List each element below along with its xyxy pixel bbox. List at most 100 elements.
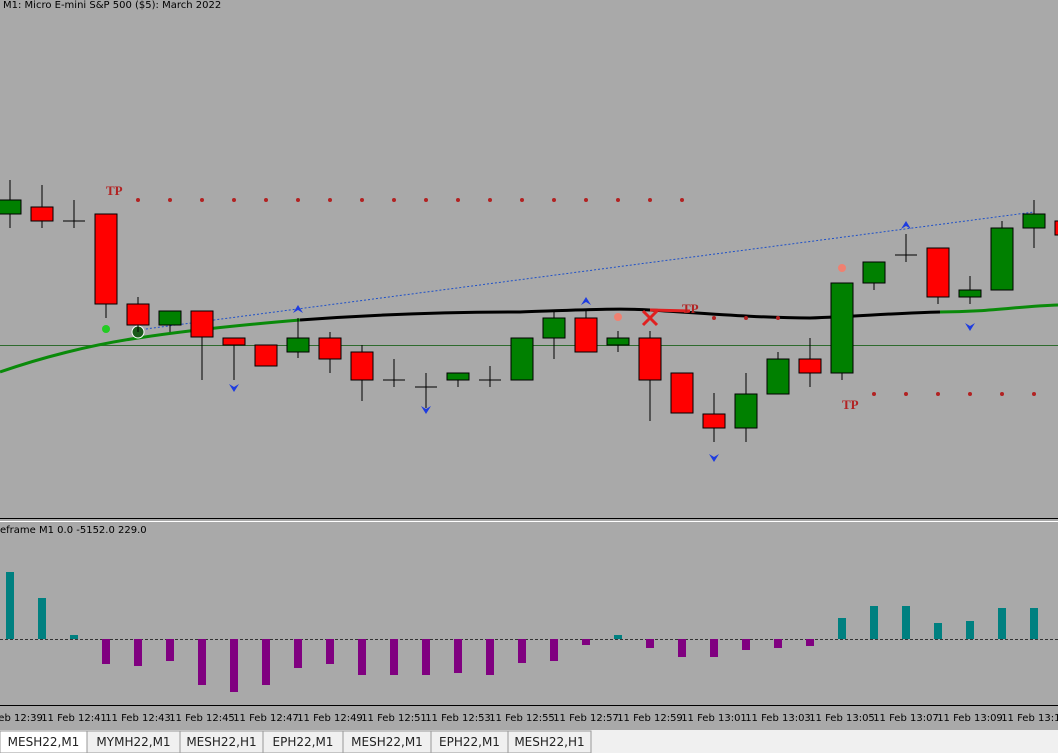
tp-dots bbox=[136, 198, 1036, 396]
x-tick-label: 11 Feb 13:03 bbox=[745, 713, 811, 724]
histogram-bar bbox=[838, 618, 846, 639]
tp-label: TP bbox=[842, 397, 859, 412]
tab-label[interactable]: EPH22,M1 bbox=[273, 735, 334, 749]
x-tick-label: 11 Feb 12:53 bbox=[425, 713, 491, 724]
candle-body bbox=[510, 337, 534, 381]
x-tick-label: 11 Feb 12:51 bbox=[361, 713, 427, 724]
candle-body bbox=[0, 199, 22, 215]
histogram-bar bbox=[902, 606, 910, 639]
tab-label[interactable]: MESH22,H1 bbox=[186, 735, 256, 749]
tab-label[interactable]: EPH22,M1 bbox=[439, 735, 500, 749]
histogram-bar bbox=[582, 639, 590, 645]
tab-label[interactable]: MYMH22,M1 bbox=[96, 735, 170, 749]
candle-body bbox=[734, 393, 758, 429]
x-tick-label: 11 Feb 12:55 bbox=[489, 713, 555, 724]
histogram-bar bbox=[710, 639, 718, 657]
tab-label[interactable]: MESH22,M1 bbox=[8, 735, 80, 749]
candle-body bbox=[606, 337, 630, 346]
histogram-bar bbox=[742, 639, 750, 650]
tab-label[interactable]: MESH22,H1 bbox=[514, 735, 584, 749]
candle-body bbox=[222, 337, 246, 346]
candle-body bbox=[798, 358, 822, 374]
chart-title: M1: Micro E-mini S&P 500 ($5): March 202… bbox=[3, 0, 221, 11]
candle-body bbox=[94, 213, 118, 305]
histogram-bar bbox=[614, 635, 622, 639]
x-tick-label: 11 Feb 13:05 bbox=[809, 713, 875, 724]
histogram-bar bbox=[806, 639, 814, 646]
histogram-bar bbox=[774, 639, 782, 648]
histogram-bar bbox=[230, 639, 238, 692]
candle-body bbox=[766, 358, 790, 395]
x-tick-label: 11 Feb 12:57 bbox=[553, 713, 619, 724]
histogram-bar bbox=[70, 635, 78, 639]
tab-label[interactable]: MESH22,M1 bbox=[351, 735, 423, 749]
histogram-bar bbox=[486, 639, 494, 675]
tabs: MESH22,M1 MYMH22,M1 MESH22,H1 EPH22,M1 MESH2… bbox=[0, 730, 592, 753]
x-tick-label: 11 Feb 12:47 bbox=[233, 713, 299, 724]
tp-label: TP bbox=[106, 183, 123, 198]
candle-body bbox=[286, 337, 310, 353]
tp-label: TP bbox=[682, 301, 699, 316]
moving-average bbox=[939, 303, 1058, 314]
histogram-bar bbox=[646, 639, 654, 648]
x-tick-label: 11 Feb 13:11 bbox=[1001, 713, 1058, 724]
trend-line bbox=[137, 211, 1035, 331]
histogram-bar bbox=[678, 639, 686, 657]
signal-dot bbox=[614, 313, 622, 321]
x-tick-label: 11 Feb 12:59 bbox=[617, 713, 683, 724]
histogram-bar bbox=[198, 639, 206, 685]
histogram-bar bbox=[358, 639, 366, 675]
x-tick-label: 11 Feb 12:49 bbox=[297, 713, 363, 724]
signal-dot bbox=[102, 325, 110, 333]
x-tick-label: 11 Feb 12:41 bbox=[41, 713, 107, 724]
histogram-bar bbox=[102, 639, 110, 664]
x-tick-label: 11 Feb 13:07 bbox=[873, 713, 939, 724]
histogram-bar bbox=[422, 639, 430, 675]
candle-body bbox=[574, 317, 598, 353]
histogram-bar bbox=[518, 639, 526, 663]
candle-body bbox=[350, 351, 374, 381]
x-tick-label: 11 Feb 13:01 bbox=[681, 713, 747, 724]
candle-body bbox=[190, 310, 214, 338]
candle-body bbox=[990, 227, 1014, 291]
candle-body bbox=[638, 337, 662, 381]
tab[interactable] bbox=[507, 730, 592, 753]
histogram-bar bbox=[166, 639, 174, 661]
moving-average bbox=[649, 308, 691, 313]
histogram-bar bbox=[966, 621, 974, 639]
x-tick-label: 11 Feb 12:43 bbox=[105, 713, 171, 724]
candle-body bbox=[1054, 220, 1058, 236]
candle-body bbox=[446, 372, 470, 381]
candle-body bbox=[30, 206, 54, 222]
histogram-bar bbox=[934, 623, 942, 639]
histogram-bar bbox=[1030, 608, 1038, 639]
histogram-bar bbox=[294, 639, 302, 668]
x-tick-label: 11 Feb 12:39 bbox=[0, 713, 43, 724]
candle-body bbox=[254, 344, 278, 367]
candle-body bbox=[158, 310, 182, 326]
candle-body bbox=[862, 261, 886, 284]
histogram-bar bbox=[870, 606, 878, 639]
arrows bbox=[229, 221, 975, 462]
exit-mark bbox=[641, 309, 659, 327]
histogram-bar bbox=[390, 639, 398, 675]
candle-body bbox=[318, 337, 342, 360]
histogram-bar bbox=[262, 639, 270, 685]
x-tick-label: 11 Feb 13:09 bbox=[937, 713, 1003, 724]
candle-body bbox=[702, 413, 726, 429]
histogram-bar bbox=[998, 608, 1006, 639]
histogram-bar bbox=[6, 572, 14, 639]
histogram-bar bbox=[454, 639, 462, 673]
histogram-bar bbox=[550, 639, 558, 661]
histogram-bar bbox=[134, 639, 142, 666]
histogram-bar bbox=[326, 639, 334, 664]
indicator-label: eframe M1 0.0 -5152.0 229.0 bbox=[0, 525, 147, 536]
x-tick-label: 11 Feb 12:45 bbox=[169, 713, 235, 724]
candle-body bbox=[1022, 213, 1046, 229]
candle-body bbox=[926, 247, 950, 298]
candle-body bbox=[542, 317, 566, 339]
histogram-bar bbox=[38, 598, 46, 639]
signal-dot bbox=[838, 264, 846, 272]
